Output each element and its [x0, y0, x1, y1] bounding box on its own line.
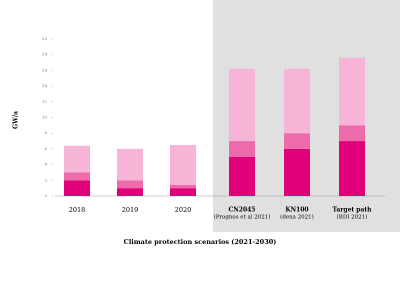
bar-segment: [170, 185, 196, 189]
x-tick-label: CN2045: [229, 207, 256, 214]
y-axis-title: GW/a: [13, 111, 20, 129]
y-tick-label: 10: [42, 115, 48, 120]
y-tick-label: 18: [42, 52, 48, 57]
bar-segment: [339, 57, 365, 126]
x-tick-label: Target path: [332, 207, 372, 214]
bar-segment: [117, 148, 143, 181]
x-tick-note: (dena 2021): [280, 214, 314, 221]
y-tick-label: 2: [44, 177, 47, 182]
x-tick-label: 2018: [69, 206, 86, 214]
bar-segment: [117, 188, 143, 196]
bar-segment: [170, 144, 196, 186]
y-tick-label: 16: [42, 67, 48, 72]
y-tick-label: 8: [44, 130, 47, 135]
bar-segment: [170, 188, 196, 196]
bar-segment: [284, 68, 310, 134]
bar-segment: [64, 145, 90, 173]
y-tick-label: 6: [44, 146, 47, 151]
bar-segment: [229, 68, 255, 142]
bar-segment: [64, 180, 90, 196]
y-tick-label: 0: [44, 193, 47, 198]
x-tick-note: (Prognos et al 2021): [214, 214, 271, 221]
x-tick-label: 2019: [122, 206, 139, 214]
y-tick-label: 20: [42, 36, 48, 41]
x-axis-title: Climate protection scenarios (2021-2030): [124, 238, 277, 246]
bar-segment: [117, 180, 143, 189]
bar-segment: [339, 125, 365, 142]
y-tick-label: 12: [42, 99, 48, 104]
y-tick-label: 14: [42, 83, 48, 88]
x-tick-note: (BDI 2021): [337, 214, 368, 221]
bar-segment: [229, 141, 255, 157]
x-tick-label: KN100: [285, 207, 308, 214]
bar-segment: [284, 133, 310, 149]
bar-segment: [64, 172, 90, 181]
bar-segment: [284, 148, 310, 196]
bar-segment: [339, 141, 365, 196]
x-tick-label: 2020: [175, 206, 192, 214]
bar-segment: [229, 156, 255, 196]
y-tick-label: 4: [44, 162, 47, 167]
